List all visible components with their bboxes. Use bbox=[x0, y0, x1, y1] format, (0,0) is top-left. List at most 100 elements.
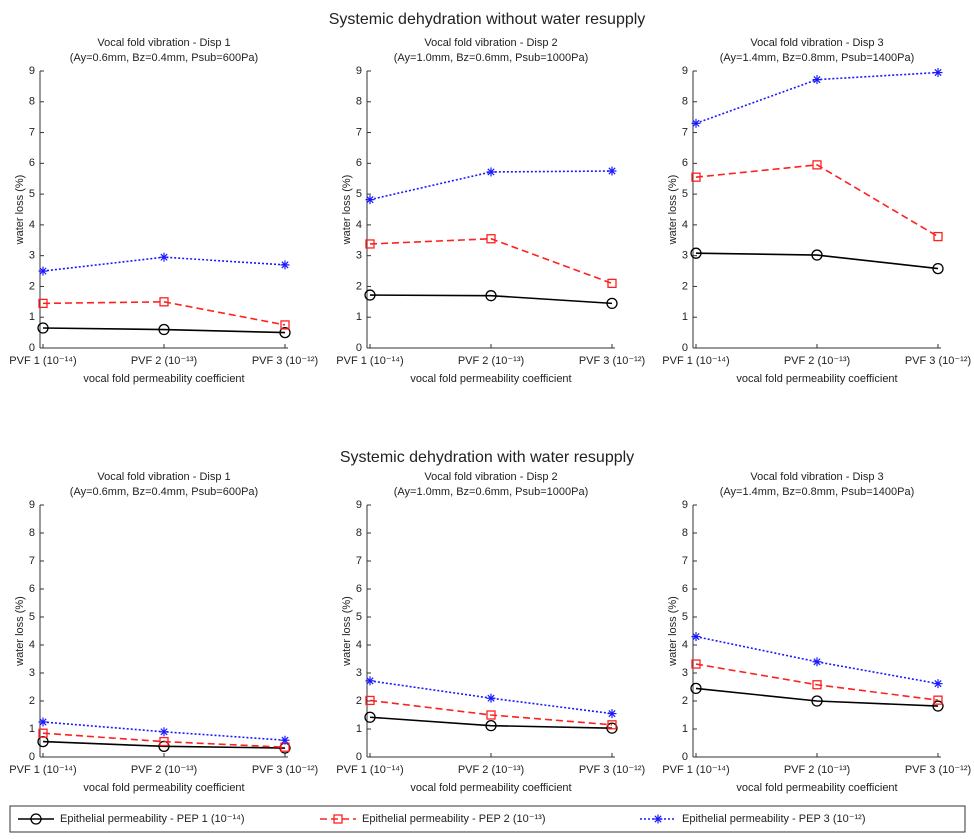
y-tick-label: 7 bbox=[29, 555, 35, 567]
y-tick-label: 7 bbox=[682, 126, 688, 138]
series-line bbox=[369, 237, 613, 285]
marker bbox=[485, 290, 497, 302]
y-axis-label: water loss (%) bbox=[14, 175, 26, 246]
x-axis-label: vocal fold permeability coefficient bbox=[83, 782, 244, 794]
marker-stroke bbox=[608, 167, 616, 175]
marker bbox=[607, 709, 617, 719]
marker bbox=[691, 632, 701, 642]
y-tick-label: 2 bbox=[29, 280, 35, 292]
y-tick-label: 3 bbox=[356, 250, 362, 262]
chart-subtitle: (Ay=1.0mm, Bz=0.6mm, Psub=1000Pa) bbox=[394, 486, 589, 498]
y-tick-label: 9 bbox=[356, 65, 362, 77]
marker bbox=[280, 260, 290, 270]
y-tick-label: 6 bbox=[356, 583, 362, 595]
y-tick-label: 5 bbox=[356, 188, 362, 200]
series-line bbox=[695, 663, 939, 701]
marker bbox=[933, 695, 943, 705]
x-tick-label: PVF 1 (10⁻¹⁴) bbox=[9, 764, 76, 776]
chart-title: Vocal fold vibration - Disp 1 bbox=[97, 37, 230, 49]
y-tick-label: 7 bbox=[356, 126, 362, 138]
x-tick-label: PVF 1 (10⁻¹⁴) bbox=[336, 764, 403, 776]
x-tick-label: PVF 3 (10⁻¹²) bbox=[252, 764, 318, 776]
section-title: Systemic dehydration without water resup… bbox=[329, 11, 646, 28]
y-tick-label: 5 bbox=[356, 611, 362, 623]
y-tick-label: 0 bbox=[682, 751, 688, 763]
y-tick-label: 1 bbox=[682, 311, 688, 323]
y-tick-label: 6 bbox=[29, 157, 35, 169]
y-tick-label: 4 bbox=[682, 639, 688, 651]
marker-stroke bbox=[934, 68, 942, 77]
marker bbox=[690, 247, 702, 259]
legend-label: Epithelial permeability - PEP 3 (10⁻¹²) bbox=[682, 813, 866, 825]
x-axis-label: vocal fold permeability coefficient bbox=[736, 373, 897, 385]
chart-title: Vocal fold vibration - Disp 2 bbox=[424, 37, 557, 49]
marker bbox=[159, 297, 169, 307]
marker-stroke bbox=[654, 815, 662, 823]
marker bbox=[691, 118, 701, 128]
y-tick-label: 1 bbox=[682, 723, 688, 735]
x-axis-label: vocal fold permeability coefficient bbox=[83, 373, 244, 385]
marker-stroke bbox=[366, 677, 374, 685]
y-tick-label: 0 bbox=[29, 342, 35, 354]
chart-title: Vocal fold vibration - Disp 3 bbox=[750, 471, 883, 483]
marker bbox=[607, 166, 617, 176]
chart-title: Vocal fold vibration - Disp 3 bbox=[750, 37, 883, 49]
y-tick-label: 3 bbox=[682, 667, 688, 679]
y-tick-label: 2 bbox=[356, 280, 362, 292]
chart-title: Vocal fold vibration - Disp 1 bbox=[97, 471, 230, 483]
y-tick-label: 6 bbox=[29, 583, 35, 595]
marker-stroke bbox=[281, 736, 289, 744]
marker bbox=[38, 266, 48, 276]
marker-stroke bbox=[487, 694, 495, 702]
marker bbox=[158, 323, 170, 336]
series-line bbox=[42, 732, 286, 748]
x-tick-label: PVF 2 (10⁻¹³) bbox=[784, 355, 850, 367]
x-tick-label: PVF 2 (10⁻¹³) bbox=[458, 355, 524, 367]
marker-stroke bbox=[281, 261, 289, 269]
series-line bbox=[695, 164, 939, 238]
legend-label: Epithelial permeability - PEP 2 (10⁻¹³) bbox=[362, 813, 546, 825]
x-tick-label: PVF 3 (10⁻¹²) bbox=[579, 355, 645, 367]
y-axis-label: water loss (%) bbox=[667, 175, 679, 246]
x-tick-label: PVF 1 (10⁻¹⁴) bbox=[662, 355, 729, 367]
y-tick-label: 0 bbox=[29, 751, 35, 763]
series-line bbox=[42, 327, 286, 334]
x-tick-label: PVF 2 (10⁻¹³) bbox=[131, 764, 197, 776]
marker-stroke bbox=[692, 119, 700, 127]
marker-stroke bbox=[813, 658, 821, 666]
marker-stroke bbox=[813, 76, 821, 84]
y-tick-label: 4 bbox=[682, 219, 688, 231]
y-tick-label: 2 bbox=[29, 695, 35, 707]
marker bbox=[606, 297, 618, 310]
y-tick-label: 7 bbox=[682, 555, 688, 567]
marker bbox=[38, 717, 48, 727]
marker bbox=[38, 298, 48, 309]
y-tick-label: 6 bbox=[682, 583, 688, 595]
legend-label: Epithelial permeability - PEP 1 (10⁻¹⁴) bbox=[60, 813, 245, 825]
series-line bbox=[42, 740, 286, 749]
y-tick-label: 0 bbox=[356, 342, 362, 354]
series-line bbox=[369, 294, 613, 305]
marker bbox=[691, 172, 701, 182]
marker bbox=[30, 813, 42, 825]
y-tick-label: 8 bbox=[682, 527, 688, 539]
x-tick-label: PVF 2 (10⁻¹³) bbox=[458, 764, 524, 776]
y-axis-label: water loss (%) bbox=[14, 596, 26, 667]
marker bbox=[486, 167, 496, 177]
marker-stroke bbox=[39, 267, 47, 275]
marker bbox=[690, 682, 702, 695]
y-tick-label: 4 bbox=[29, 219, 35, 231]
marker bbox=[812, 160, 822, 170]
series-line bbox=[369, 716, 613, 729]
y-tick-label: 8 bbox=[682, 96, 688, 108]
chart-subtitle: (Ay=1.4mm, Bz=0.8mm, Psub=1400Pa) bbox=[720, 52, 915, 64]
y-tick-label: 4 bbox=[356, 639, 362, 651]
y-tick-label: 3 bbox=[682, 250, 688, 262]
y-tick-label: 1 bbox=[29, 311, 35, 323]
y-tick-label: 5 bbox=[29, 188, 35, 200]
y-tick-label: 2 bbox=[682, 695, 688, 707]
marker bbox=[932, 700, 944, 712]
marker bbox=[365, 695, 375, 706]
marker bbox=[365, 676, 375, 686]
marker bbox=[280, 320, 290, 330]
